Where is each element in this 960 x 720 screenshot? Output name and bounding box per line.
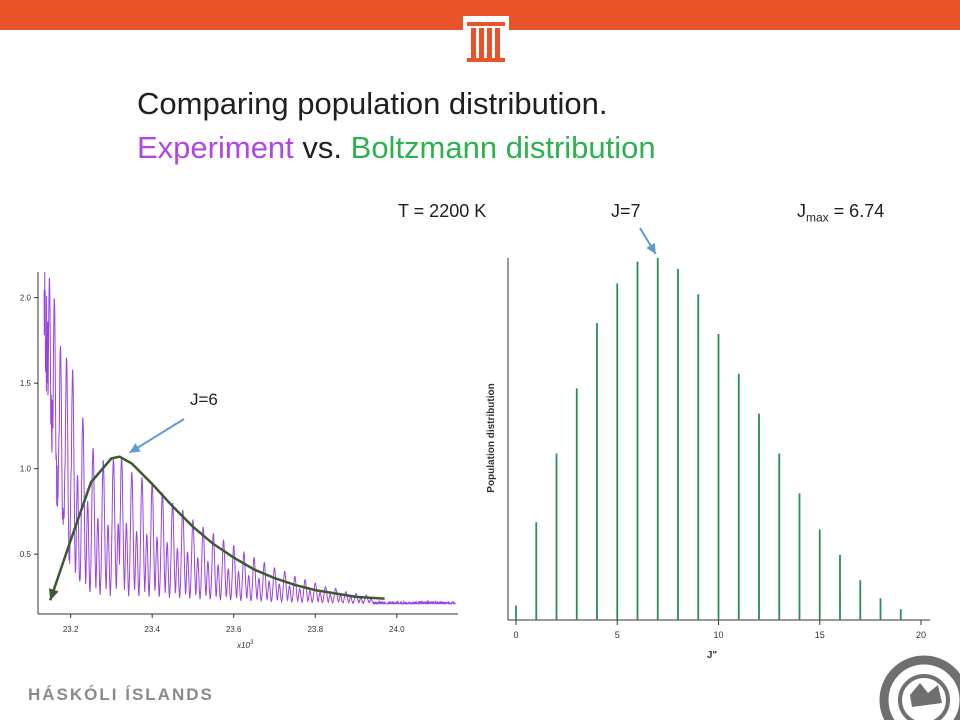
temperature-label: T = 2200 K <box>398 201 487 221</box>
title-vs: vs. <box>293 130 351 165</box>
title-line-2: Experiment vs. Boltzmann distribution <box>137 126 656 170</box>
experiment-spectrum-line <box>43 271 456 606</box>
footer-university-name: HÁSKÓLI ÍSLANDS <box>28 685 214 704</box>
x-tick-label: 24.0 <box>389 625 405 634</box>
annotation-j6-label: J=6 <box>190 390 218 409</box>
jmax-label: Jmax = 6.74 <box>797 201 884 225</box>
title-boltzmann: Boltzmann distribution <box>350 130 656 165</box>
x-tick-label: 10 <box>713 630 723 640</box>
fit-curve-arrowhead <box>49 588 59 601</box>
university-seal-icon <box>879 655 960 720</box>
experiment-spectrum-chart: 0.5 1.0 1.5 2.0 23.2 23.4 23.6 23.8 24.0 x103 J=6 <box>20 271 458 650</box>
jmax-prefix: J <box>797 201 806 221</box>
jmax-subscript: max <box>806 210 829 225</box>
boltzmann-bar-chart: 0 5 10 15 20 J" Population distribution <box>486 227 930 661</box>
x-axis-label: x103 <box>236 640 254 650</box>
annotation-j6-arrow <box>129 418 185 454</box>
x-tick-label: 15 <box>815 630 825 640</box>
x-tick-label: 23.6 <box>226 625 242 634</box>
x-tick-label: 20 <box>916 630 926 640</box>
title-experiment: Experiment <box>137 130 294 165</box>
x-axis-label-exp: 3 <box>250 640 254 646</box>
x-tick-label: 23.2 <box>63 625 79 634</box>
x-tick-label: 23.4 <box>144 625 160 634</box>
x-tick-label: 23.8 <box>307 625 323 634</box>
x-tick-label: 5 <box>615 630 620 640</box>
y-tick-label: 1.5 <box>20 379 32 388</box>
x-tick-label: 0 <box>513 630 518 640</box>
university-building-icon <box>463 16 509 64</box>
x-axis-label: J" <box>707 650 718 661</box>
y-axis-label: Population distribution <box>486 383 497 492</box>
title-line-1: Comparing population distribution. <box>137 86 608 121</box>
slide-title: Comparing population distribution. Exper… <box>137 82 656 170</box>
y-tick-label: 0.5 <box>20 550 32 559</box>
y-tick-label: 2.0 <box>20 294 32 303</box>
boltzmann-fit-curve <box>49 455 385 601</box>
jpeak-label: J=7 <box>611 201 641 221</box>
y-tick-label: 1.0 <box>20 465 32 474</box>
annotation-j7-arrow <box>639 227 657 255</box>
jmax-suffix: = 6.74 <box>828 201 885 221</box>
